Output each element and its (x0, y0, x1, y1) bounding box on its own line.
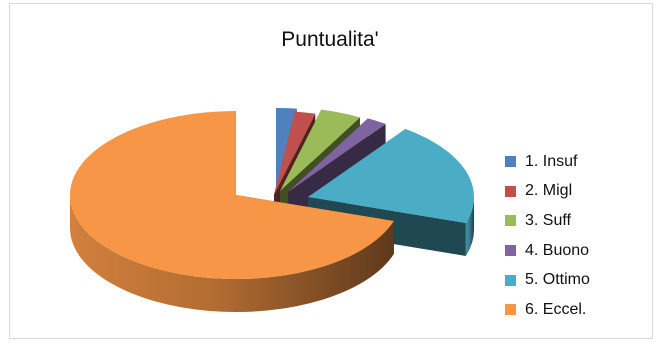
pie-slice-2 (274, 111, 316, 195)
pie-slice-6 (70, 111, 394, 279)
legend-label: 1. Insuf (525, 152, 578, 170)
legend-item: 4. Buono (505, 236, 590, 266)
legend-swatch (505, 245, 516, 257)
pie-slice-side-6-0 (70, 195, 394, 313)
chart-legend: 1. Insuf 2. Migl 3. Suff 4. Buono 5. Ottimo 6… (505, 147, 590, 325)
legend-swatch (505, 156, 516, 168)
legend-label: 4. Buono (525, 241, 590, 259)
pie-slice-4 (288, 118, 386, 192)
chart-title: Puntualita' (281, 28, 379, 51)
legend-swatch (505, 274, 516, 286)
legend-item: 3. Suff (505, 206, 590, 236)
legend-swatch (505, 185, 516, 197)
legend-label: 3. Suff (525, 211, 571, 229)
legend-item: 6. Eccel. (505, 295, 590, 325)
legend-label: 6. Eccel. (525, 300, 587, 318)
legend-item: 2. Migl (505, 177, 590, 207)
legend-swatch (505, 304, 516, 316)
legend-label: 5. Ottimo (525, 271, 590, 289)
pie-slice-side-5-0 (465, 197, 474, 256)
pie-slice-5 (308, 129, 475, 223)
pie-slice-3 (280, 109, 360, 191)
legend-swatch (505, 215, 516, 227)
legend-item: 5. Ottimo (505, 265, 590, 295)
legend-item: 1. Insuf (505, 147, 590, 177)
pie-layer (70, 108, 475, 313)
legend-label: 2. Migl (525, 182, 573, 200)
